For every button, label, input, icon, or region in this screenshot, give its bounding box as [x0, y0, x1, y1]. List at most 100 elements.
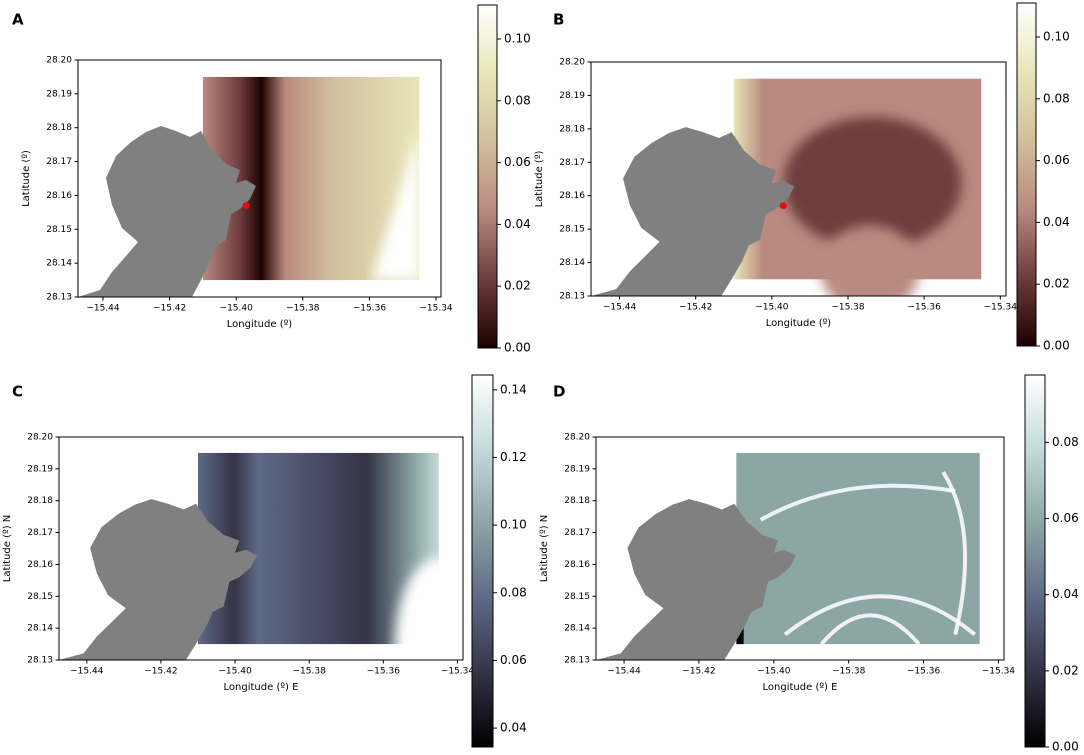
axes-frame [58, 436, 464, 661]
y-tick-label: 28.20 [27, 433, 53, 443]
x-axis-label: Longitude (º) [766, 318, 832, 329]
x-tick-label: −15.34 [441, 667, 475, 677]
plot-area [591, 78, 982, 296]
x-tick-label: −15.38 [832, 667, 866, 677]
y-tick-label: 28.16 [559, 191, 585, 201]
x-tick-label: −15.36 [907, 303, 941, 313]
field-hole [820, 225, 920, 296]
colorbar-tick-label: 0.02 [1043, 277, 1070, 291]
y-axis-label: Latitude (º) N [2, 515, 13, 583]
x-tick-label: −15.40 [220, 304, 254, 314]
colorbar-tick-label: 0.10 [504, 31, 531, 45]
colorbar-tick-label: 0.00 [1052, 740, 1079, 754]
panel-label: A [12, 11, 24, 29]
y-tick-label: 28.16 [46, 191, 72, 201]
x-tick-label: −15.36 [907, 667, 941, 677]
land [596, 499, 797, 660]
x-tick-label: −15.38 [286, 304, 320, 314]
y-tick-label: 28.20 [46, 56, 72, 66]
x-axis-label: Longitude (º) E [224, 682, 299, 693]
colorbar-tick-label: 0.04 [1052, 587, 1079, 601]
colorbar-tick-label: 0.14 [500, 382, 527, 396]
field-streak [783, 594, 977, 637]
y-tick-label: 28.19 [559, 91, 585, 101]
y-tick-label: 28.18 [564, 496, 590, 506]
y-tick-label: 28.19 [46, 89, 72, 99]
panel-label: C [12, 383, 23, 401]
x-tick-label: −15.42 [679, 303, 712, 313]
y-tick-label: 28.16 [564, 560, 590, 570]
station-point [242, 202, 250, 210]
x-tick-label: −15.40 [218, 667, 252, 677]
colorbar-tick-label: 0.00 [504, 341, 531, 355]
y-tick-label: 28.18 [559, 124, 585, 134]
colorbar-tick-label: 0.08 [1043, 91, 1070, 105]
y-tick-label: 28.14 [46, 259, 72, 269]
y-tick-label: 28.17 [559, 158, 585, 168]
colorbar-tick-label: 0.10 [1043, 29, 1070, 43]
x-tick-label: −15.36 [367, 667, 401, 677]
y-tick-label: 28.18 [27, 496, 53, 506]
x-tick-label: −15.42 [682, 667, 715, 677]
colorbar-tick-label: 0.06 [504, 155, 531, 169]
x-tick-label: −15.34 [984, 303, 1018, 313]
colorbar-tick-label: 0.12 [500, 450, 527, 464]
plot-area [78, 76, 420, 297]
y-tick-label: 28.17 [564, 528, 590, 538]
colorbar-tick-label: 0.10 [500, 518, 527, 532]
y-tick-label: 28.19 [564, 464, 590, 474]
y-tick-label: 28.20 [564, 433, 590, 443]
y-tick-label: 28.17 [27, 528, 53, 538]
colorbar-tick-label: 0.02 [504, 279, 531, 293]
x-tick-label: −15.38 [293, 667, 327, 677]
plot-area [59, 452, 463, 660]
x-tick-label: −15.34 [419, 304, 453, 314]
x-tick-label: −15.36 [353, 304, 387, 314]
colorbar-tick-label: 0.06 [1043, 153, 1070, 167]
y-axis-label: Latitude (º) [534, 150, 545, 207]
y-tick-label: 28.15 [27, 592, 53, 602]
x-tick-label: −15.42 [144, 667, 177, 677]
y-tick-label: 28.17 [46, 157, 72, 167]
field-streak [759, 483, 956, 522]
x-tick-label: −15.42 [153, 304, 186, 314]
colorbar-tick-label: 0.08 [504, 93, 531, 107]
x-axis-label: Longitude (º) [227, 319, 293, 330]
x-tick-label: −15.38 [831, 303, 865, 313]
colorbar [471, 374, 494, 748]
x-tick-label: −15.44 [86, 304, 120, 314]
y-axis-label: Latitude (º) N [539, 515, 550, 583]
y-tick-label: 28.15 [559, 225, 585, 235]
y-tick-label: 28.20 [559, 58, 585, 68]
y-tick-label: 28.14 [559, 258, 585, 268]
colorbar-tick-label: 0.06 [500, 653, 527, 667]
y-tick-label: 28.15 [564, 592, 590, 602]
colorbar-tick-label: 0.04 [504, 217, 531, 231]
land [59, 499, 258, 660]
x-tick-label: −15.44 [603, 303, 637, 313]
x-tick-label: −15.40 [757, 667, 791, 677]
field-streak [819, 613, 921, 646]
y-tick-label: 28.15 [46, 225, 72, 235]
colorbar-tick-label: 0.08 [500, 585, 527, 599]
plot-area [596, 452, 980, 660]
land [591, 127, 795, 296]
colorbar-tick-label: 0.02 [1052, 663, 1079, 677]
axes-frame [77, 59, 442, 298]
colorbar [1016, 2, 1037, 347]
y-tick-label: 28.13 [564, 656, 590, 666]
colorbar-tick-label: 0.06 [1052, 511, 1079, 525]
x-tick-label: −15.40 [755, 303, 789, 313]
y-tick-label: 28.19 [27, 464, 53, 474]
field-void [371, 127, 420, 281]
colorbar-tick-label: 0.04 [500, 721, 527, 735]
field-streak [941, 470, 968, 635]
land [78, 126, 256, 297]
y-tick-label: 28.13 [27, 656, 53, 666]
y-tick-label: 28.14 [27, 624, 53, 634]
axes-frame [590, 61, 1007, 297]
colorbar-tick-label: 0.04 [1043, 215, 1070, 229]
station-point [779, 202, 787, 210]
x-axis-label: Longitude (º) E [763, 682, 838, 693]
